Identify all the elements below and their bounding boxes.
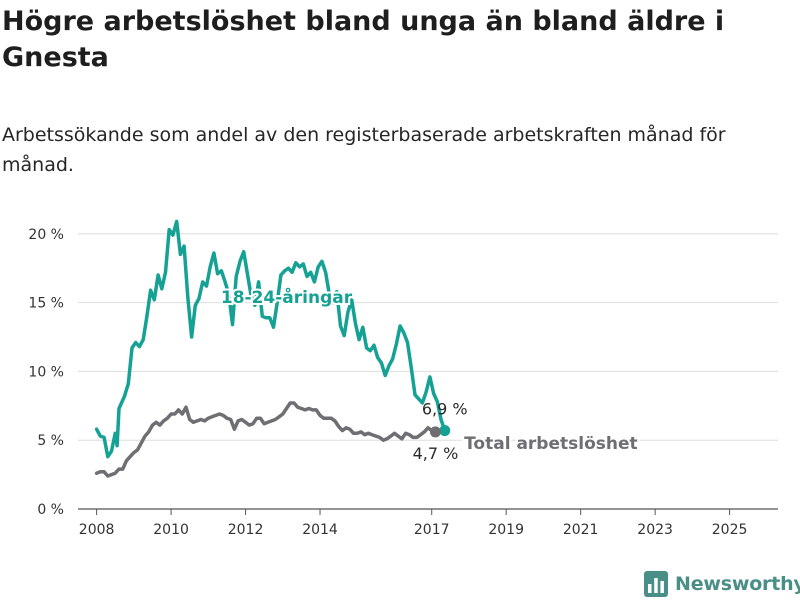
x-tick-label: 2017 — [414, 522, 450, 538]
x-tick-label: 2025 — [712, 522, 748, 538]
y-tick-label: 15 % — [28, 296, 64, 312]
x-tick-label: 2023 — [637, 522, 673, 538]
grid-lines — [78, 233, 778, 441]
series-annotation-label: 18-24-åringar — [221, 286, 353, 308]
x-tick-label: 2014 — [302, 522, 338, 538]
x-tick-label: 2008 — [79, 522, 115, 538]
y-tick-label: 5 % — [37, 433, 64, 449]
x-tick-label: 2010 — [153, 522, 189, 538]
chart-title: Högre arbetslöshet bland unga än bland ä… — [2, 6, 725, 73]
y-tick-label: 20 % — [28, 227, 64, 243]
y-tick-label: 10 % — [28, 364, 64, 380]
x-tick-label: 2012 — [228, 522, 264, 538]
series-labels: 6,9 % 4,7 % 18-24-åringar Total arbetslöshe… — [219, 284, 640, 463]
line-chart: 0 % 5 % 10 % 15 % 20 % 2008 2010 2012 2014 2017 20… — [28, 219, 778, 538]
series-lines — [94, 219, 447, 478]
axes: 0 % 5 % 10 % 15 % 20 % 2008 2010 2012 2014 2017 20… — [28, 227, 778, 538]
series-line-total-arbetsl-shet — [94, 401, 438, 478]
bar-chart-icon — [644, 571, 668, 597]
newsworthy-brand: Newsworthy — [644, 569, 800, 599]
series-end-label: 4,7 % — [413, 444, 459, 463]
series-annotation-label: Total arbetslöshet — [464, 434, 638, 454]
series-end-point — [429, 426, 441, 438]
chart-subtitle: Arbetssökande som andel av den registerb… — [2, 124, 726, 176]
x-tick-label: 2019 — [488, 522, 524, 538]
y-tick-label: 0 % — [37, 502, 64, 518]
series-end-point — [439, 425, 451, 437]
series-line-18-24-ringar — [94, 219, 447, 459]
x-tick-label: 2021 — [563, 522, 599, 538]
series-end-label: 6,9 % — [422, 400, 468, 419]
brand-name: Newsworthy — [675, 573, 800, 595]
